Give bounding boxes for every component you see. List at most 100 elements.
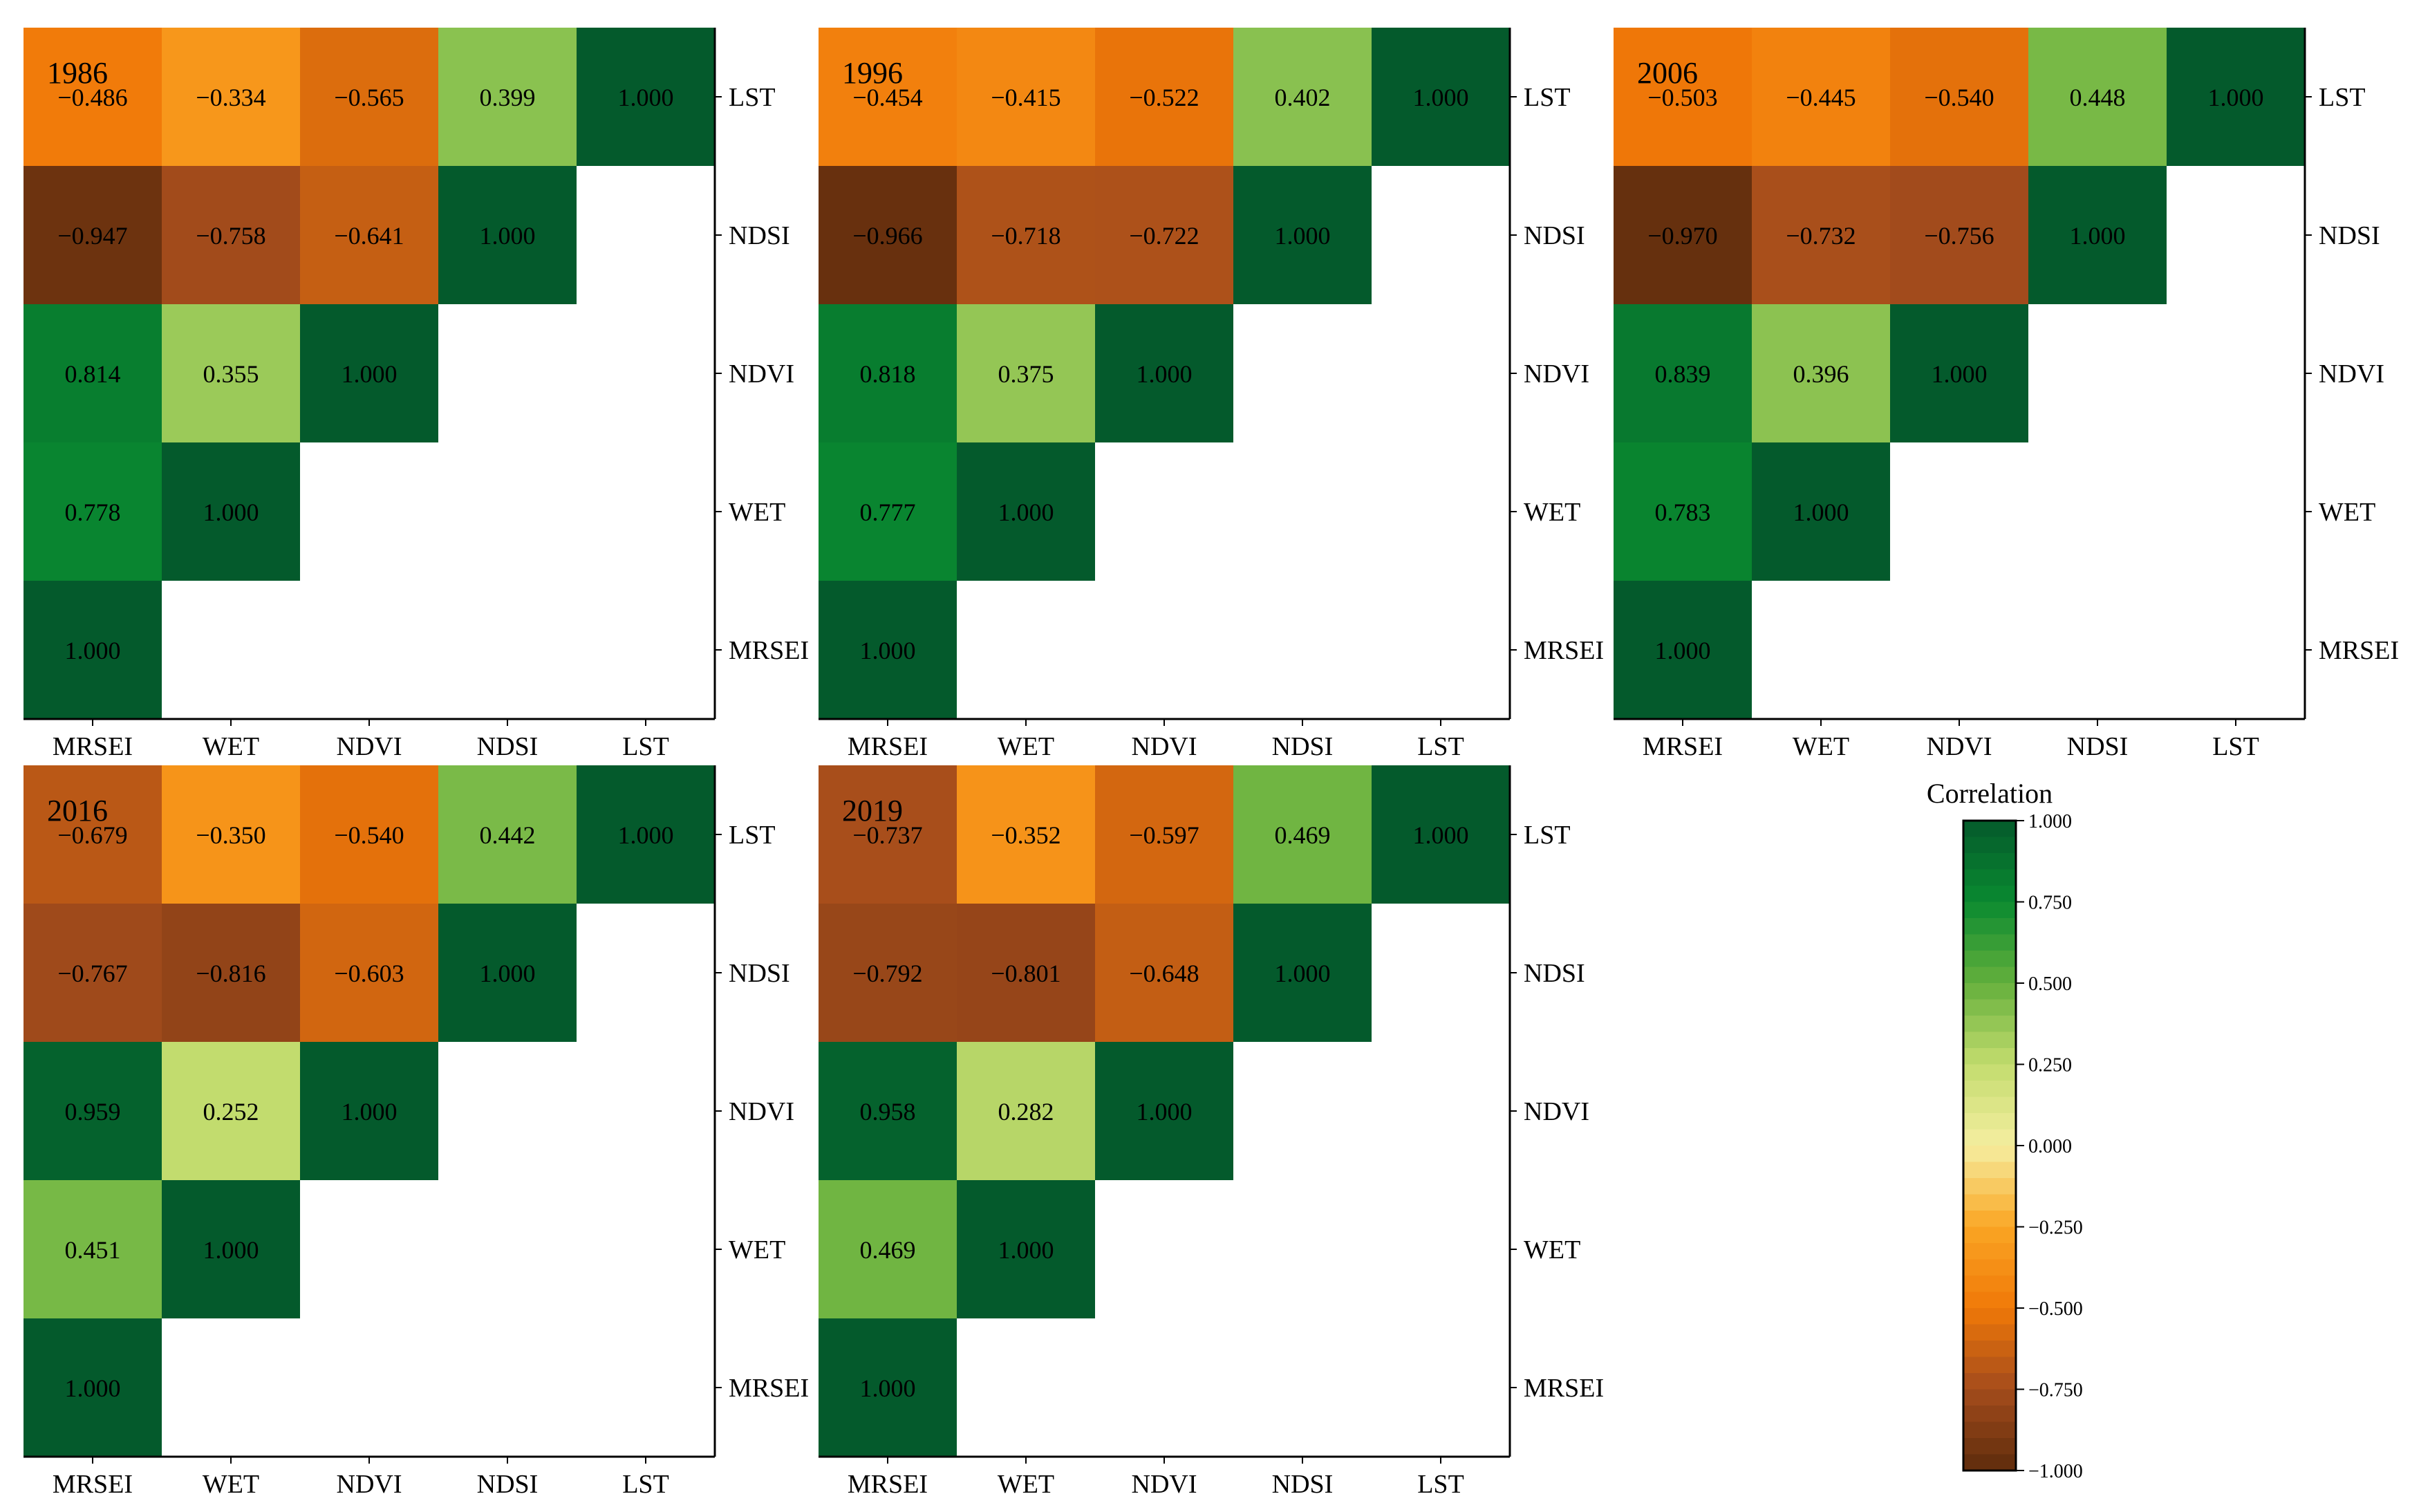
colorbar-swatch [1963, 1291, 2016, 1309]
heatmap-cell-mrsei-mrsei [24, 581, 162, 719]
heatmap-cell-ndvi-mrsei [1614, 304, 1752, 442]
heatmap-cell-ndvi-wet [957, 1042, 1095, 1180]
cell-value-label: 0.814 [65, 360, 121, 388]
y-tick-label-ndvi: NDVI [729, 360, 794, 389]
cell-value-label: 1.000 [342, 360, 398, 388]
colorbar-swatch [1963, 918, 2016, 935]
colorbar-swatch [1963, 869, 2016, 886]
heatmap-cell-ndvi-mrsei [24, 1042, 162, 1180]
y-tick-label-wet: WET [729, 498, 785, 527]
heatmap-cell-ndsi-ndvi [300, 166, 438, 304]
colorbar-swatch [1963, 1161, 2016, 1179]
heatmap-cell-ndsi-wet [1752, 166, 1890, 304]
cell-value-label: 1.000 [998, 498, 1054, 526]
heatmap-cell-ndvi-ndvi [1095, 304, 1233, 442]
heatmap-cell-wet-mrsei [1614, 442, 1752, 581]
cell-value-label: −0.737 [852, 821, 922, 849]
cell-value-label: −0.445 [1786, 84, 1856, 111]
heatmap-cell-lst-wet [957, 765, 1095, 904]
heatmap-cell-ndsi-ndsi [438, 166, 577, 304]
heatmap-cell-lst-ndvi [1095, 28, 1233, 166]
heatmap-cell-wet-wet [162, 442, 300, 581]
heatmap-cell-ndsi-mrsei [24, 166, 162, 304]
heatmap-cell-wet-mrsei [819, 1180, 957, 1318]
heatmap-cell-mrsei-mrsei [819, 1318, 957, 1457]
y-tick-label-ndvi: NDVI [1524, 1097, 1589, 1126]
heatmap-cell-ndsi-ndsi [438, 904, 577, 1042]
cell-value-label: 1.000 [65, 637, 121, 664]
cell-value-label: −0.722 [1129, 222, 1199, 250]
y-tick-label-mrsei: MRSEI [729, 636, 809, 665]
colorbar-swatch [1963, 999, 2016, 1016]
cell-value-label: 1.000 [480, 960, 536, 987]
cell-value-label: −0.540 [1924, 84, 1994, 111]
cell-value-label: 1.000 [342, 1098, 398, 1126]
cell-value-label: 0.396 [1793, 360, 1849, 388]
cell-value-label: 1.000 [203, 498, 259, 526]
cell-value-label: 1.000 [65, 1374, 121, 1402]
cell-value-label: −0.767 [57, 960, 127, 987]
panel-title: 1996 [842, 56, 903, 90]
heatmap-cell-ndvi-wet [162, 304, 300, 442]
cell-value-label: −0.603 [334, 960, 404, 987]
colorbar-swatch [1963, 1064, 2016, 1081]
panel-title: 2019 [842, 794, 903, 828]
colorbar-swatch [1963, 1146, 2016, 1163]
y-tick-label-ndsi: NDSI [1524, 959, 1585, 988]
cell-value-label: −0.540 [334, 821, 404, 849]
colorbar-swatch [1963, 1032, 2016, 1049]
heatmap-cell-ndsi-mrsei [819, 166, 957, 304]
colorbar-swatch [1963, 1454, 2016, 1471]
cell-value-label: 1.000 [2208, 84, 2264, 111]
colorbar-swatch [1963, 1356, 2016, 1374]
x-tick-label-wet: WET [203, 732, 259, 761]
heatmap-cell-lst-lst [577, 28, 715, 166]
heatmap-cell-lst-mrsei [819, 765, 957, 904]
x-tick-label-ndvi: NDVI [1927, 732, 1992, 761]
heatmap-cell-lst-wet [957, 28, 1095, 166]
heatmap-cell-ndvi-ndvi [1890, 304, 2028, 442]
cell-value-label: −0.970 [1647, 222, 1717, 250]
y-tick-label-wet: WET [1524, 498, 1580, 527]
y-tick-label-lst: LST [729, 821, 776, 850]
heatmap-cell-ndvi-ndvi [1095, 1042, 1233, 1180]
x-tick-label-wet: WET [1793, 732, 1849, 761]
cell-value-label: −0.679 [57, 821, 127, 849]
y-tick-label-mrsei: MRSEI [1524, 1374, 1604, 1403]
x-tick-label-lst: LST [622, 1470, 669, 1499]
y-tick-label-ndsi: NDSI [729, 221, 790, 250]
heatmap-cell-ndvi-mrsei [24, 304, 162, 442]
heatmap-cell-ndsi-mrsei [1614, 166, 1752, 304]
heatmap-cell-lst-ndsi [438, 765, 577, 904]
colorbar-tick-label: −0.250 [2028, 1217, 2083, 1239]
cell-value-label: 0.252 [203, 1098, 259, 1126]
cell-value-label: 1.000 [618, 84, 674, 111]
heatmap-cell-ndsi-ndsi [1233, 904, 1372, 1042]
cell-value-label: −0.454 [852, 84, 922, 111]
cell-value-label: 0.469 [860, 1236, 916, 1264]
cell-value-label: −0.732 [1786, 222, 1856, 250]
panel-2016: 1.000 0.451 1.000 0.959 0.252 1.000 −0.767 −0.8… [24, 765, 809, 1499]
x-tick-label-ndvi: NDVI [1132, 1470, 1197, 1499]
colorbar-swatch [1963, 1324, 2016, 1341]
heatmap-cell-lst-lst [577, 765, 715, 904]
heatmap-cell-lst-lst [1372, 765, 1510, 904]
colorbar-swatch [1963, 1129, 2016, 1146]
cell-value-label: 0.282 [998, 1098, 1054, 1126]
cell-value-label: −0.792 [852, 960, 922, 987]
colorbar-swatch [1963, 1226, 2016, 1244]
heatmap-cell-ndvi-mrsei [819, 304, 957, 442]
panel-title: 2016 [47, 794, 108, 828]
colorbar-tick-label: 1.000 [2028, 811, 2072, 832]
x-tick-label-lst: LST [622, 732, 669, 761]
cell-value-label: −0.522 [1129, 84, 1199, 111]
cell-value-label: −0.565 [334, 84, 404, 111]
heatmap-cell-ndvi-ndvi [300, 1042, 438, 1180]
heatmap-cell-lst-ndvi [1095, 765, 1233, 904]
heatmap-cell-lst-ndsi [1233, 765, 1372, 904]
colorbar-swatch [1963, 1373, 2016, 1390]
cell-value-label: −0.641 [334, 222, 404, 250]
colorbar-swatch [1963, 1308, 2016, 1325]
colorbar-tick-label: 0.000 [2028, 1136, 2072, 1157]
